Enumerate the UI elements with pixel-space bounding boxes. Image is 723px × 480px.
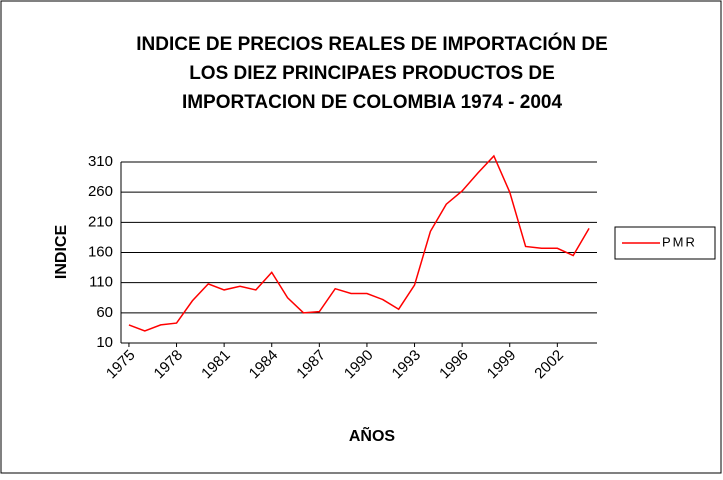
- y-tick-label: 10: [96, 334, 113, 351]
- y-tick-label: 160: [88, 243, 113, 260]
- y-tick-label: 60: [96, 304, 113, 321]
- y-tick-label: 260: [88, 183, 113, 200]
- y-tick-label: 110: [89, 274, 113, 291]
- legend-label: PMR: [662, 234, 697, 249]
- y-tick-label: 310: [88, 153, 113, 170]
- y-tick-label: 210: [88, 213, 113, 230]
- chart-title: INDICE DE PRECIOS REALES DE IMPORTACIÓN …: [136, 33, 608, 55]
- y-axis-label: INDICE: [53, 225, 70, 280]
- line-series: [128, 154, 590, 332]
- chart-title: LOS DIEZ PRINCIPAES PRODUCTOS DE: [189, 63, 555, 84]
- chart-title: IMPORTACION DE COLOMBIA 1974 - 2004: [182, 92, 563, 113]
- x-axis-label: AÑOS: [349, 425, 396, 445]
